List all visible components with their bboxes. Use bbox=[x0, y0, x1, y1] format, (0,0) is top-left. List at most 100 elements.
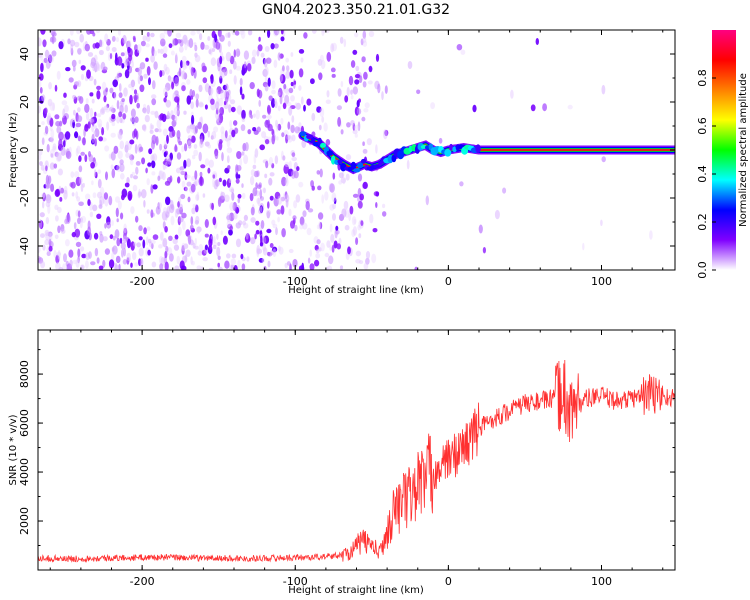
spectrogram-cell bbox=[215, 107, 219, 115]
spectrogram-cell bbox=[250, 114, 253, 119]
spectrogram-cell bbox=[344, 95, 349, 103]
spectrogram-cell bbox=[216, 97, 220, 105]
spectrogram-cell bbox=[375, 191, 380, 197]
spectrogram-cell bbox=[47, 204, 51, 215]
spectrogram-cell bbox=[74, 171, 80, 178]
spectrogram-cell bbox=[38, 37, 42, 47]
spectrogram-cell bbox=[262, 247, 268, 256]
spectrogram-cell bbox=[111, 104, 114, 113]
spectrogram-cell bbox=[233, 265, 238, 270]
spectrogram-cell bbox=[195, 194, 200, 201]
spectrogram-cell bbox=[354, 79, 360, 85]
spectrogram-cell bbox=[164, 226, 168, 233]
spectrogram-cell bbox=[42, 192, 46, 202]
spectrogram-cell bbox=[294, 224, 298, 232]
spectrogram-cell bbox=[72, 119, 75, 129]
spectrogram-cell bbox=[262, 114, 267, 119]
spectrogram-cell bbox=[180, 170, 186, 176]
spectrogram-cell bbox=[96, 90, 101, 100]
spectrogram-cell bbox=[38, 73, 44, 81]
signal-track-blob bbox=[360, 158, 367, 164]
spectrogram-cell bbox=[74, 41, 80, 48]
spectrogram-cell bbox=[138, 191, 142, 197]
spectrogram-cell bbox=[241, 109, 246, 120]
spectrogram-cell bbox=[228, 104, 232, 113]
spectrogram-cell bbox=[89, 92, 94, 97]
spectrogram-cell bbox=[190, 256, 193, 265]
spectrogram-cell bbox=[582, 242, 585, 251]
spectrogram-cell bbox=[371, 253, 377, 264]
spectrogram-cell bbox=[356, 108, 362, 115]
spectrogram-cell bbox=[300, 57, 304, 63]
spectrogram-cell bbox=[303, 32, 308, 39]
spectrogram-cell bbox=[124, 51, 128, 57]
spectrogram-cell bbox=[212, 174, 216, 179]
spectrogram-cell bbox=[144, 114, 150, 123]
spectrogram-cell bbox=[75, 241, 82, 248]
spectrogram-cell bbox=[129, 158, 134, 166]
spectrogram-cell bbox=[406, 159, 410, 170]
spectrogram-cell bbox=[50, 183, 55, 192]
spectrogram-cell bbox=[456, 44, 463, 51]
spectrogram-cell bbox=[58, 267, 64, 270]
spectrogram-cell bbox=[194, 125, 198, 134]
spectrogram-cell bbox=[252, 187, 258, 197]
spectrogram-cell bbox=[104, 145, 110, 152]
spectrogram-cell bbox=[194, 180, 198, 187]
spectrogram-cell bbox=[243, 61, 247, 69]
spectrogram-cell bbox=[267, 30, 271, 38]
spectrogram-cell bbox=[53, 163, 58, 169]
spectrogram-cell bbox=[231, 30, 236, 36]
spectrogram-cell bbox=[221, 56, 225, 61]
spectrogram-cell bbox=[169, 253, 174, 262]
spectrogram-cell bbox=[169, 175, 173, 183]
spectrogram-cell bbox=[201, 65, 207, 73]
spectrogram-cell bbox=[106, 38, 111, 46]
spectrogram-cell bbox=[358, 233, 362, 239]
spectrogram-cell bbox=[143, 200, 146, 208]
spectrogram-cell bbox=[249, 193, 254, 202]
spectrogram-cell bbox=[186, 181, 192, 187]
spectrogram-cell bbox=[286, 101, 292, 107]
spectrogram-cell bbox=[153, 50, 157, 57]
spectrogram-cell bbox=[41, 121, 45, 126]
spectrogram-cell bbox=[285, 70, 291, 79]
spectrogram-cell bbox=[231, 253, 237, 259]
spectrogram-cell bbox=[92, 192, 97, 199]
spectrogram-cell bbox=[279, 73, 283, 83]
spectrogram-cell bbox=[117, 150, 123, 160]
spectrogram-cell bbox=[121, 63, 125, 69]
spectrogram-cell bbox=[275, 119, 278, 128]
spectrogram-cell bbox=[159, 70, 163, 78]
spectrogram-cell bbox=[80, 264, 84, 270]
spectrogram-cell bbox=[291, 134, 296, 142]
spectrogram-cell bbox=[220, 131, 226, 142]
spectrogram-cell bbox=[148, 77, 151, 86]
spectrogram-cell bbox=[235, 178, 240, 184]
spectrogram-cell bbox=[290, 81, 294, 87]
spectrogram-cell bbox=[332, 172, 336, 180]
spectrogram-cell bbox=[72, 65, 76, 72]
spectrogram-cell bbox=[210, 74, 214, 84]
spectrogram-cell bbox=[46, 182, 51, 189]
spectrogram-cell bbox=[247, 30, 253, 36]
spectrogram-cell bbox=[69, 39, 76, 47]
spectrogram-cell bbox=[111, 35, 116, 42]
spectrogram-cell bbox=[47, 231, 53, 237]
spectrogram-cell bbox=[235, 172, 239, 180]
spectrogram-cell bbox=[326, 240, 331, 248]
spectrogram-cell bbox=[260, 52, 265, 58]
spectrogram-cell bbox=[218, 177, 222, 183]
spectrogram-cell bbox=[384, 129, 389, 137]
spectrogram-cell bbox=[472, 104, 477, 113]
spectrogram-cell bbox=[242, 220, 247, 226]
spectrogram-cell bbox=[316, 224, 320, 230]
spectrogram-cell bbox=[174, 265, 180, 270]
spectrogram-cell bbox=[311, 185, 315, 191]
spectrogram-cell bbox=[44, 125, 49, 135]
spectrogram-cell bbox=[288, 248, 294, 254]
spectrogram-cell bbox=[192, 154, 196, 160]
spectrogram-cell bbox=[262, 243, 266, 252]
spectrogram-cell bbox=[80, 215, 87, 224]
spectrogram-cell bbox=[362, 37, 367, 43]
